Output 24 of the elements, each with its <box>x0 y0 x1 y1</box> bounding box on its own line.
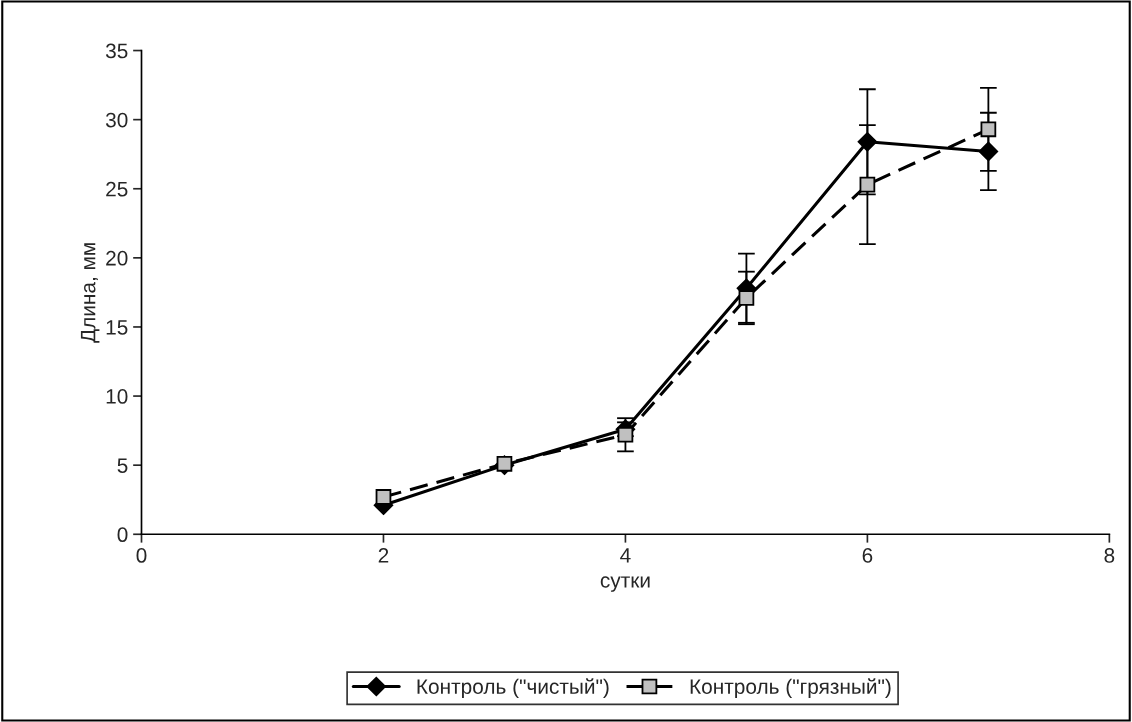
y-tick-label: 10 <box>106 389 128 404</box>
x-tick-label: 0 <box>136 548 147 563</box>
legend-label: Контроль ("чистый") <box>417 678 609 699</box>
point <box>978 141 999 162</box>
y-tick-label: 30 <box>105 112 128 128</box>
y-tick-label: 0 <box>117 527 128 543</box>
point <box>375 489 392 505</box>
y-axis-title: Длина, мм <box>80 243 100 343</box>
x-tick-label: 6 <box>862 548 873 563</box>
x-tick-label: 8 <box>1104 548 1115 563</box>
y-tick-label: 15 <box>106 320 128 335</box>
y-tick-label: 5 <box>117 458 128 473</box>
x-tick-label: 4 <box>620 548 631 563</box>
x-tick-label: 2 <box>378 548 389 563</box>
point <box>859 176 876 193</box>
legend-label: Контроль ("грязный") <box>690 678 891 699</box>
y-tick-label: 20 <box>106 250 128 266</box>
point <box>980 121 997 138</box>
point <box>857 132 878 152</box>
y-tick-label: 35 <box>105 43 128 59</box>
y-tick-label: 25 <box>106 181 128 197</box>
point <box>738 290 755 306</box>
x-axis-title: сутки <box>600 576 650 592</box>
point <box>496 455 513 472</box>
